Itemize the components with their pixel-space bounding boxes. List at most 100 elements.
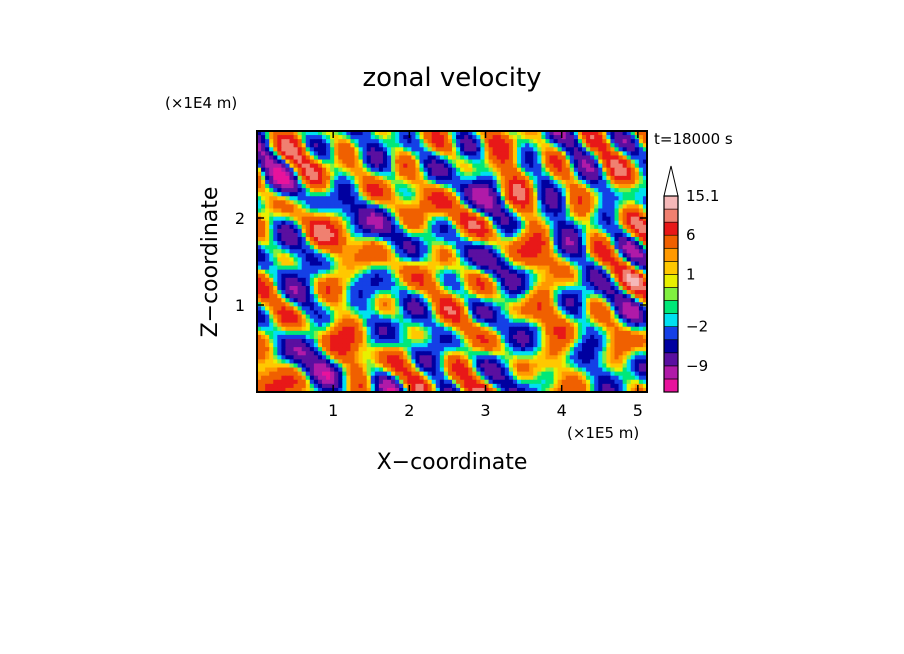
contour-cell [586, 257, 591, 263]
contour-cell [354, 334, 360, 340]
contour-cell [350, 212, 356, 218]
contour-cell [452, 188, 457, 193]
contour-cell [602, 179, 607, 185]
contour-cell [508, 322, 514, 328]
contour-cell [594, 159, 599, 165]
contour-cell [638, 163, 644, 169]
contour-cell [411, 212, 417, 218]
contour-cell [492, 179, 498, 185]
contour-cell [586, 249, 591, 254]
contour-cell [582, 310, 587, 316]
contour-cell [557, 204, 563, 210]
contour-cell [537, 302, 542, 307]
contour-cell [261, 155, 266, 161]
contour-cell [391, 216, 396, 222]
contour-cell [569, 188, 575, 193]
contour-cell [565, 228, 571, 234]
contour-cell [423, 224, 429, 230]
contour-cell [480, 281, 486, 287]
contour-cell [484, 188, 490, 193]
contour-cell [313, 245, 319, 250]
contour-cell [342, 334, 347, 340]
contour-cell [638, 208, 644, 214]
contour-cell [476, 310, 482, 316]
contour-cell [289, 143, 295, 148]
contour-cell [387, 281, 392, 287]
contour-cell [561, 204, 567, 210]
contour-cell [330, 159, 335, 165]
contour-cell [561, 306, 567, 312]
contour-cell [350, 322, 356, 328]
contour-cell [387, 253, 392, 259]
contour-cell [590, 139, 595, 144]
contour-cell [577, 314, 583, 320]
contour-cell [561, 298, 567, 303]
contour-cell [366, 224, 372, 230]
contour-cell [382, 326, 388, 332]
contour-cell [577, 232, 583, 238]
contour-cell [626, 338, 632, 344]
contour-cell [391, 192, 396, 197]
contour-cell [561, 135, 567, 140]
contour-cell [468, 139, 473, 144]
contour-cell [382, 306, 388, 312]
contour-cell [500, 135, 506, 140]
contour-cell [342, 184, 347, 189]
contour-cell [382, 265, 388, 271]
contour-cell [362, 306, 368, 312]
contour-cell [484, 196, 490, 201]
contour-cell [598, 237, 603, 242]
contour-cell [573, 314, 579, 320]
contour-cell [382, 131, 388, 136]
contour-cell [301, 220, 307, 226]
contour-cell [549, 179, 555, 185]
contour-cell [330, 322, 335, 328]
contour-cell [525, 232, 530, 238]
contour-cell [395, 257, 400, 263]
contour-cell [508, 167, 514, 173]
contour-cell [582, 249, 587, 254]
contour-cell [634, 338, 640, 344]
contour-cell [346, 208, 352, 214]
contour-cell [460, 330, 465, 336]
contour-cell [419, 285, 425, 291]
contour-cell [533, 204, 538, 210]
contour-cell [642, 188, 647, 193]
contour-cell [622, 192, 628, 197]
contour-cell [309, 338, 315, 344]
contour-cell [407, 265, 412, 271]
contour-cell [452, 281, 457, 287]
contour-cell [618, 277, 624, 283]
contour-cell [289, 318, 295, 324]
contour-cell [500, 192, 506, 197]
contour-cell [322, 208, 327, 214]
contour-cell [561, 228, 567, 234]
contour-cell [317, 249, 323, 254]
contour-cell [456, 131, 461, 136]
contour-cell [395, 151, 400, 157]
contour-cell [326, 310, 331, 316]
contour-cell [638, 338, 644, 344]
contour-cell [573, 232, 579, 238]
contour-cell [626, 294, 632, 299]
contour-cell [537, 245, 542, 250]
contour-cell [456, 151, 461, 157]
contour-cell [261, 249, 266, 254]
contour-cell [630, 245, 636, 250]
contour-cell [257, 147, 262, 152]
contour-cell [553, 257, 559, 263]
contour-cell [395, 237, 400, 242]
contour-cell [285, 338, 291, 344]
contour-cell [354, 216, 360, 222]
contour-cell [634, 322, 640, 328]
contour-cell [285, 306, 291, 312]
contour-cell [387, 338, 392, 344]
contour-cell [273, 237, 278, 242]
contour-cell [285, 175, 291, 181]
contour-cell [411, 265, 417, 271]
contour-cell [500, 204, 506, 210]
contour-cell [525, 269, 530, 275]
contour-cell [537, 188, 542, 193]
contour-cell [427, 171, 433, 177]
contour-cell [277, 175, 282, 181]
